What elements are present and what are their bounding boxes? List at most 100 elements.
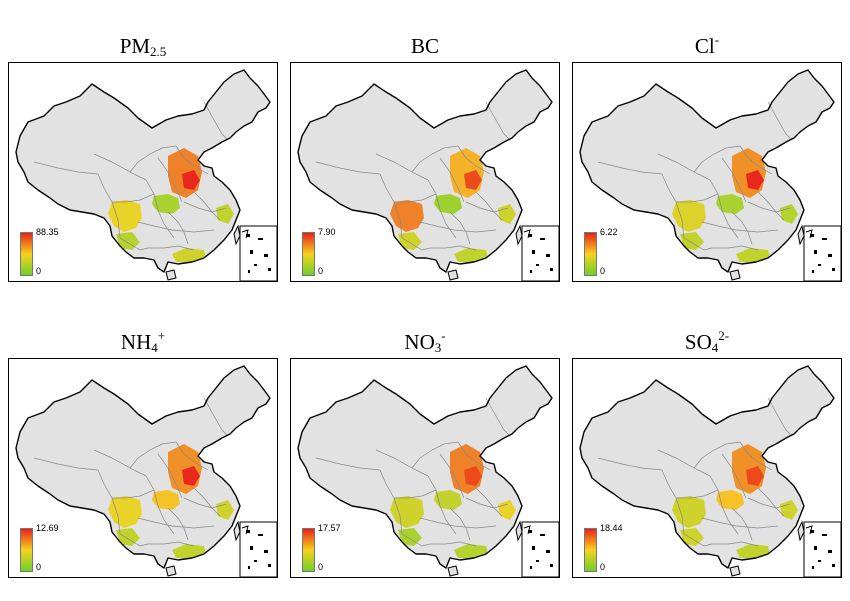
- province-boundary: [739, 145, 773, 175]
- province-boundary: [315, 457, 381, 471]
- pearl-river-delta: [454, 544, 488, 558]
- country-outline: [15, 69, 271, 273]
- color-scale-bar: [302, 232, 315, 276]
- legend-max-label: 17.57: [318, 523, 341, 533]
- legend-max-label: 12.69: [36, 523, 59, 533]
- legend-min-label: 0: [318, 562, 324, 572]
- map-panel-so4: SO42- 18.44 0: [572, 316, 842, 578]
- sichuan-basin: [390, 496, 424, 528]
- province-boundary: [439, 157, 465, 203]
- province-boundary: [137, 517, 215, 529]
- province-boundary: [419, 517, 497, 529]
- legend-max-label: 6.22: [600, 227, 618, 237]
- province-boundary: [485, 397, 511, 437]
- color-scale-bar: [584, 232, 597, 276]
- map-panel-bc: BC 7.90 0: [290, 20, 560, 282]
- province-boundary: [449, 507, 471, 541]
- south-china-sea-inset: [803, 225, 842, 282]
- province-boundary: [183, 201, 227, 213]
- pollution-hotspot: [746, 170, 764, 190]
- province-boundary: [167, 507, 189, 541]
- province-boundary: [457, 145, 491, 175]
- color-scale-bar: [20, 528, 33, 572]
- province-boundary: [701, 517, 779, 529]
- province-boundary: [693, 145, 741, 173]
- pearl-river-delta: [172, 248, 206, 262]
- province-boundary: [203, 397, 229, 437]
- province-boundary: [721, 157, 747, 203]
- color-scale-bar: [302, 528, 315, 572]
- southwest-region: [398, 232, 422, 250]
- shaanxi-area: [434, 490, 462, 510]
- province-boundary: [465, 201, 509, 213]
- province-boundary: [175, 441, 209, 471]
- legend-min-label: 0: [600, 266, 606, 276]
- province-boundary: [683, 533, 713, 547]
- color-scale-bar: [20, 232, 33, 276]
- country-fill: [16, 70, 270, 272]
- province-boundary: [394, 193, 437, 203]
- province-boundary: [167, 211, 189, 245]
- province-boundary: [712, 541, 759, 547]
- legend-min-label: 0: [36, 562, 42, 572]
- panel-title: PM2.5: [119, 34, 167, 59]
- southwest-region: [680, 232, 704, 250]
- southwest-region: [116, 232, 140, 250]
- province-boundary: [93, 449, 147, 477]
- province-boundary: [757, 191, 785, 221]
- pearl-river-delta: [172, 544, 206, 558]
- province-boundary: [731, 507, 753, 541]
- yangtze-delta: [498, 204, 516, 224]
- country-fill: [298, 70, 552, 272]
- province-boundary: [375, 153, 429, 181]
- hainan-island: [165, 269, 177, 281]
- country-fill: [580, 70, 834, 272]
- country-fill: [580, 366, 834, 568]
- country-fill: [298, 366, 552, 568]
- country-outline: [297, 365, 553, 569]
- province-boundary: [597, 457, 663, 471]
- southwest-region: [116, 528, 140, 546]
- panel-title: BC: [410, 34, 439, 58]
- southwest-region: [680, 528, 704, 546]
- country-outline: [579, 365, 835, 569]
- sichuan-basin: [108, 200, 142, 232]
- province-boundary: [119, 237, 149, 251]
- province-boundary: [183, 497, 227, 509]
- province-boundary: [693, 441, 741, 469]
- yangtze-delta: [498, 500, 516, 520]
- province-boundary: [757, 487, 785, 517]
- china-map: [8, 358, 278, 578]
- province-boundary: [485, 101, 511, 141]
- province-boundary: [112, 489, 155, 499]
- china-map: [8, 62, 278, 282]
- province-boundary: [193, 191, 221, 221]
- province-boundary: [457, 441, 491, 471]
- province-boundary: [747, 201, 791, 213]
- province-boundary: [465, 497, 509, 509]
- province-boundary: [119, 533, 149, 547]
- sichuan-basin: [108, 496, 142, 528]
- china-map: [290, 358, 560, 578]
- province-boundary: [430, 541, 477, 547]
- province-boundary: [739, 441, 773, 471]
- shaanxi-area: [716, 194, 744, 214]
- sichuan-basin: [672, 496, 706, 528]
- province-boundary: [33, 161, 99, 175]
- south-china-sea-inset: [239, 521, 278, 578]
- hainan-island: [447, 565, 459, 577]
- province-boundary: [439, 453, 465, 499]
- pearl-river-delta: [736, 544, 770, 558]
- province-boundary: [148, 245, 195, 251]
- panel-title: NH4+: [120, 328, 166, 355]
- yangtze-delta: [780, 500, 798, 520]
- province-boundary: [157, 157, 183, 203]
- province-boundary: [767, 397, 793, 437]
- province-boundary: [112, 193, 155, 203]
- province-boundary: [401, 533, 431, 547]
- hainan-island: [729, 565, 741, 577]
- province-boundary: [657, 153, 711, 181]
- pollution-hotspot: [182, 466, 200, 486]
- pollution-hotspot: [746, 466, 764, 486]
- province-boundary: [129, 145, 177, 173]
